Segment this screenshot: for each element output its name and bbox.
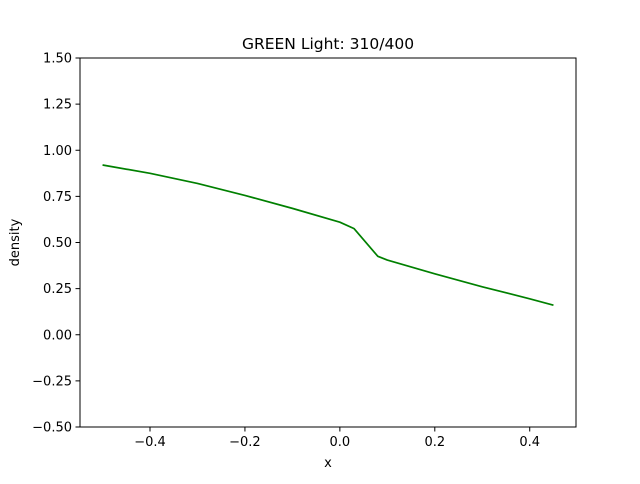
x-tick-label: −0.4 — [134, 435, 166, 450]
y-tick-label: 1.25 — [43, 98, 72, 113]
y-tick-label: −0.25 — [32, 374, 72, 389]
x-tick-label: 0.2 — [424, 435, 445, 450]
x-tick-label: 0.0 — [330, 435, 351, 450]
chart-title: GREEN Light: 310/400 — [242, 35, 414, 53]
density-line — [102, 164, 554, 307]
y-tick-label: 0.25 — [43, 282, 72, 297]
series-layer — [102, 164, 554, 307]
y-tick-label: 1.00 — [43, 144, 72, 159]
y-tick-label: 0.75 — [43, 190, 72, 205]
y-tick-label: 1.50 — [43, 52, 72, 67]
y-axis-label: density — [8, 218, 23, 266]
x-axis-ticks: −0.4 −0.2 0.0 0.2 0.4 — [134, 427, 540, 450]
y-tick-label: 0.50 — [43, 236, 72, 251]
x-axis-label: x — [324, 456, 332, 471]
x-tick-label: −0.2 — [229, 435, 261, 450]
y-tick-label: −0.50 — [32, 421, 72, 436]
y-axis-ticks: −0.50 −0.25 0.00 0.25 0.50 0.75 1.00 1.25 1.50 — [32, 52, 80, 436]
plot-area — [80, 58, 576, 427]
plot-frame — [79, 57, 577, 428]
x-tick-label: 0.4 — [519, 435, 540, 450]
y-tick-label: 0.00 — [43, 328, 72, 343]
